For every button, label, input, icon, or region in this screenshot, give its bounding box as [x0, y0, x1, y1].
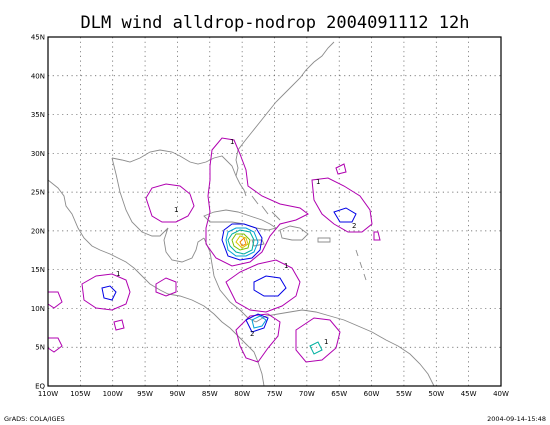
latitude-tick-label: 5N: [35, 344, 45, 352]
contour-cyan-hurricane: [225, 227, 259, 257]
footer-left: GrADS: COLA/IGES: [4, 415, 65, 423]
contour-blue-hurricane: [221, 223, 263, 261]
contour-label: 1: [230, 138, 234, 146]
longitude-tick-label: 55W: [396, 390, 412, 398]
contour-magenta-venezuela: [295, 317, 341, 363]
longitude-tick-label: 70W: [299, 390, 315, 398]
contour-label: 1: [324, 338, 328, 346]
latitude-tick-label: 40N: [31, 72, 45, 80]
footer-right: 2004-09-14-15:48: [487, 415, 546, 423]
contour-label: 1: [284, 262, 288, 270]
contour-label: 1: [316, 178, 320, 186]
contour-green-hurricane: [231, 233, 251, 251]
contour-blue-south: [253, 275, 287, 297]
yucatan-coast: [163, 227, 205, 263]
contour-yellow-hurricane: [235, 235, 249, 249]
us-east-coast: [235, 41, 335, 177]
contour-magenta-south-caribbean: [225, 259, 301, 313]
longitude-tick-label: 95W: [137, 390, 153, 398]
map-title: DLM wind alldrop-nodrop 2004091112 12h: [81, 13, 470, 33]
longitude-tick-label: 105W: [70, 390, 90, 398]
contour-magenta-west-gulf: [145, 183, 195, 223]
longitude-tick-label: 100W: [103, 390, 123, 398]
latitude-tick-label: 15N: [31, 266, 45, 274]
central-america-caribbean-coast: [203, 237, 257, 323]
longitude-tick-label: 110W: [38, 390, 58, 398]
longitude-tick-label: 65W: [331, 390, 347, 398]
contour-magenta-east: [311, 177, 373, 233]
longitude-tick-label: 45W: [461, 390, 477, 398]
latitude-tick-label: EQ: [35, 383, 45, 391]
longitude-labels: 110W 105W 100W 95W 90W 85W 80W 75W 70W 65W 60W 55W 5…: [38, 390, 509, 398]
latitude-tick-label: 35N: [31, 111, 45, 119]
hispaniola-coast: [279, 225, 309, 241]
longitude-tick-label: 75W: [267, 390, 283, 398]
gulf-coast: [111, 149, 247, 197]
contour-blue-east: [333, 207, 357, 223]
contour-teal-hurricane: [227, 229, 255, 255]
bahamas-coast: [251, 195, 281, 221]
contour-magenta-central: [205, 137, 309, 267]
north-america-coast: [47, 179, 169, 295]
contour-label: 2: [250, 330, 254, 338]
contours: [47, 137, 381, 363]
lesser-antilles: [355, 249, 367, 281]
contour-orange-hurricane: [239, 237, 247, 247]
longitude-tick-label: 50W: [428, 390, 444, 398]
contour-magenta-small: [113, 163, 381, 331]
contour-label: 2: [352, 222, 356, 230]
lat-lon-grid: [48, 37, 501, 386]
latitude-tick-label: 25N: [31, 189, 45, 197]
contour-label: 1: [174, 206, 178, 214]
longitude-tick-label: 90W: [170, 390, 186, 398]
latitude-tick-label: 30N: [31, 150, 45, 158]
contour-blue-pacific: [101, 285, 117, 301]
mexico-gulf-coast: [111, 157, 169, 237]
cuba-coast: [203, 209, 278, 231]
puerto-rico-coast: [317, 237, 331, 243]
contour-magenta-far-west: [47, 291, 63, 353]
longitude-tick-label: 80W: [234, 390, 250, 398]
contour-labels: 1 1 1 1 1 2 2 1: [116, 138, 356, 346]
contour-label: 1: [116, 270, 120, 278]
map-frame: [47, 36, 502, 387]
central-america-coast: [167, 293, 249, 347]
contour-teal-venezuela: [309, 341, 323, 355]
coastlines: [47, 41, 435, 387]
latitude-tick-label: 45N: [31, 34, 45, 42]
longitude-tick-label: 85W: [202, 390, 218, 398]
latitude-tick-label: 10N: [31, 305, 45, 313]
south-america-coast: [247, 309, 435, 387]
contour-magenta-pacific: [81, 273, 131, 311]
latitude-tick-label: 20N: [31, 227, 45, 235]
contour-blue-colombia: [245, 313, 269, 333]
longitude-tick-label: 40W: [493, 390, 509, 398]
contour-magenta-colombia: [235, 313, 281, 363]
latitude-labels: EQ 5N 10N 15N 20N 25N 30N 35N 40N 45N: [31, 34, 46, 391]
longitude-tick-label: 60W: [364, 390, 380, 398]
contour-cyan-colombia: [251, 315, 267, 329]
